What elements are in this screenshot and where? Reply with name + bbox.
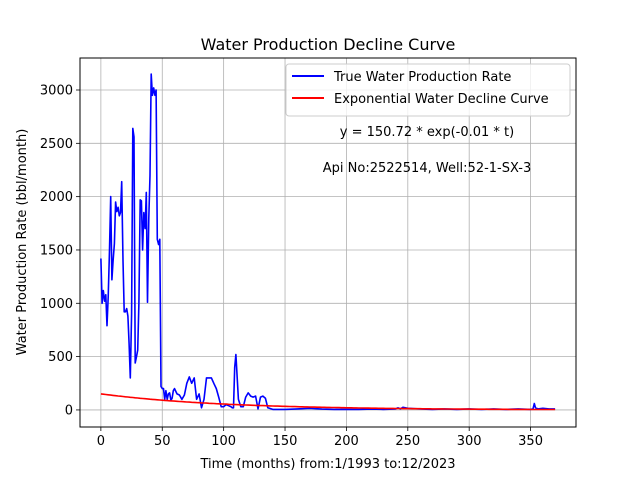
chart-title: Water Production Decline Curve <box>201 35 456 54</box>
series-line-true-rate <box>100 73 556 411</box>
legend: True Water Production Rate Exponential W… <box>285 63 571 117</box>
y-axis-label: Water Production Rate (bbl/month) <box>15 129 30 356</box>
series-line-exponential-curve <box>100 393 556 411</box>
x-tick-label: 50 <box>154 434 171 449</box>
x-tick-label: 150 <box>273 434 298 449</box>
x-tick-label: 300 <box>457 434 482 449</box>
y-tick-label: 2000 <box>40 190 73 205</box>
legend-label-true-rate: True Water Production Rate <box>333 70 511 85</box>
y-tick-label: 3000 <box>40 83 73 98</box>
tick-layer: 0 50 100 150 200 250 300 350 0 500 1000 1500 2000 250… <box>40 83 543 449</box>
x-tick-label: 100 <box>211 434 236 449</box>
y-tick-label: 500 <box>48 350 73 365</box>
x-tick-label: 200 <box>334 434 359 449</box>
y-tick-label: 0 <box>65 403 73 418</box>
series-layer <box>100 73 556 411</box>
legend-frame <box>285 63 571 117</box>
x-tick-label: 250 <box>395 434 420 449</box>
y-tick-label: 1000 <box>40 297 73 312</box>
plot-frame <box>79 57 577 428</box>
equation-annotation: y = 150.72 * exp(-0.01 * t) <box>340 125 514 140</box>
well-info-annotation: Api No:2522514, Well:52-1-SX-3 <box>323 161 531 176</box>
x-tick-label: 0 <box>97 434 105 449</box>
x-tick-label: 350 <box>518 434 543 449</box>
legend-label-exponential-curve: Exponential Water Decline Curve <box>334 92 549 107</box>
x-axis-label: Time (months) from:1/1993 to:12/2023 <box>199 457 455 472</box>
y-tick-label: 1500 <box>40 243 73 258</box>
y-tick-label: 2500 <box>40 137 73 152</box>
